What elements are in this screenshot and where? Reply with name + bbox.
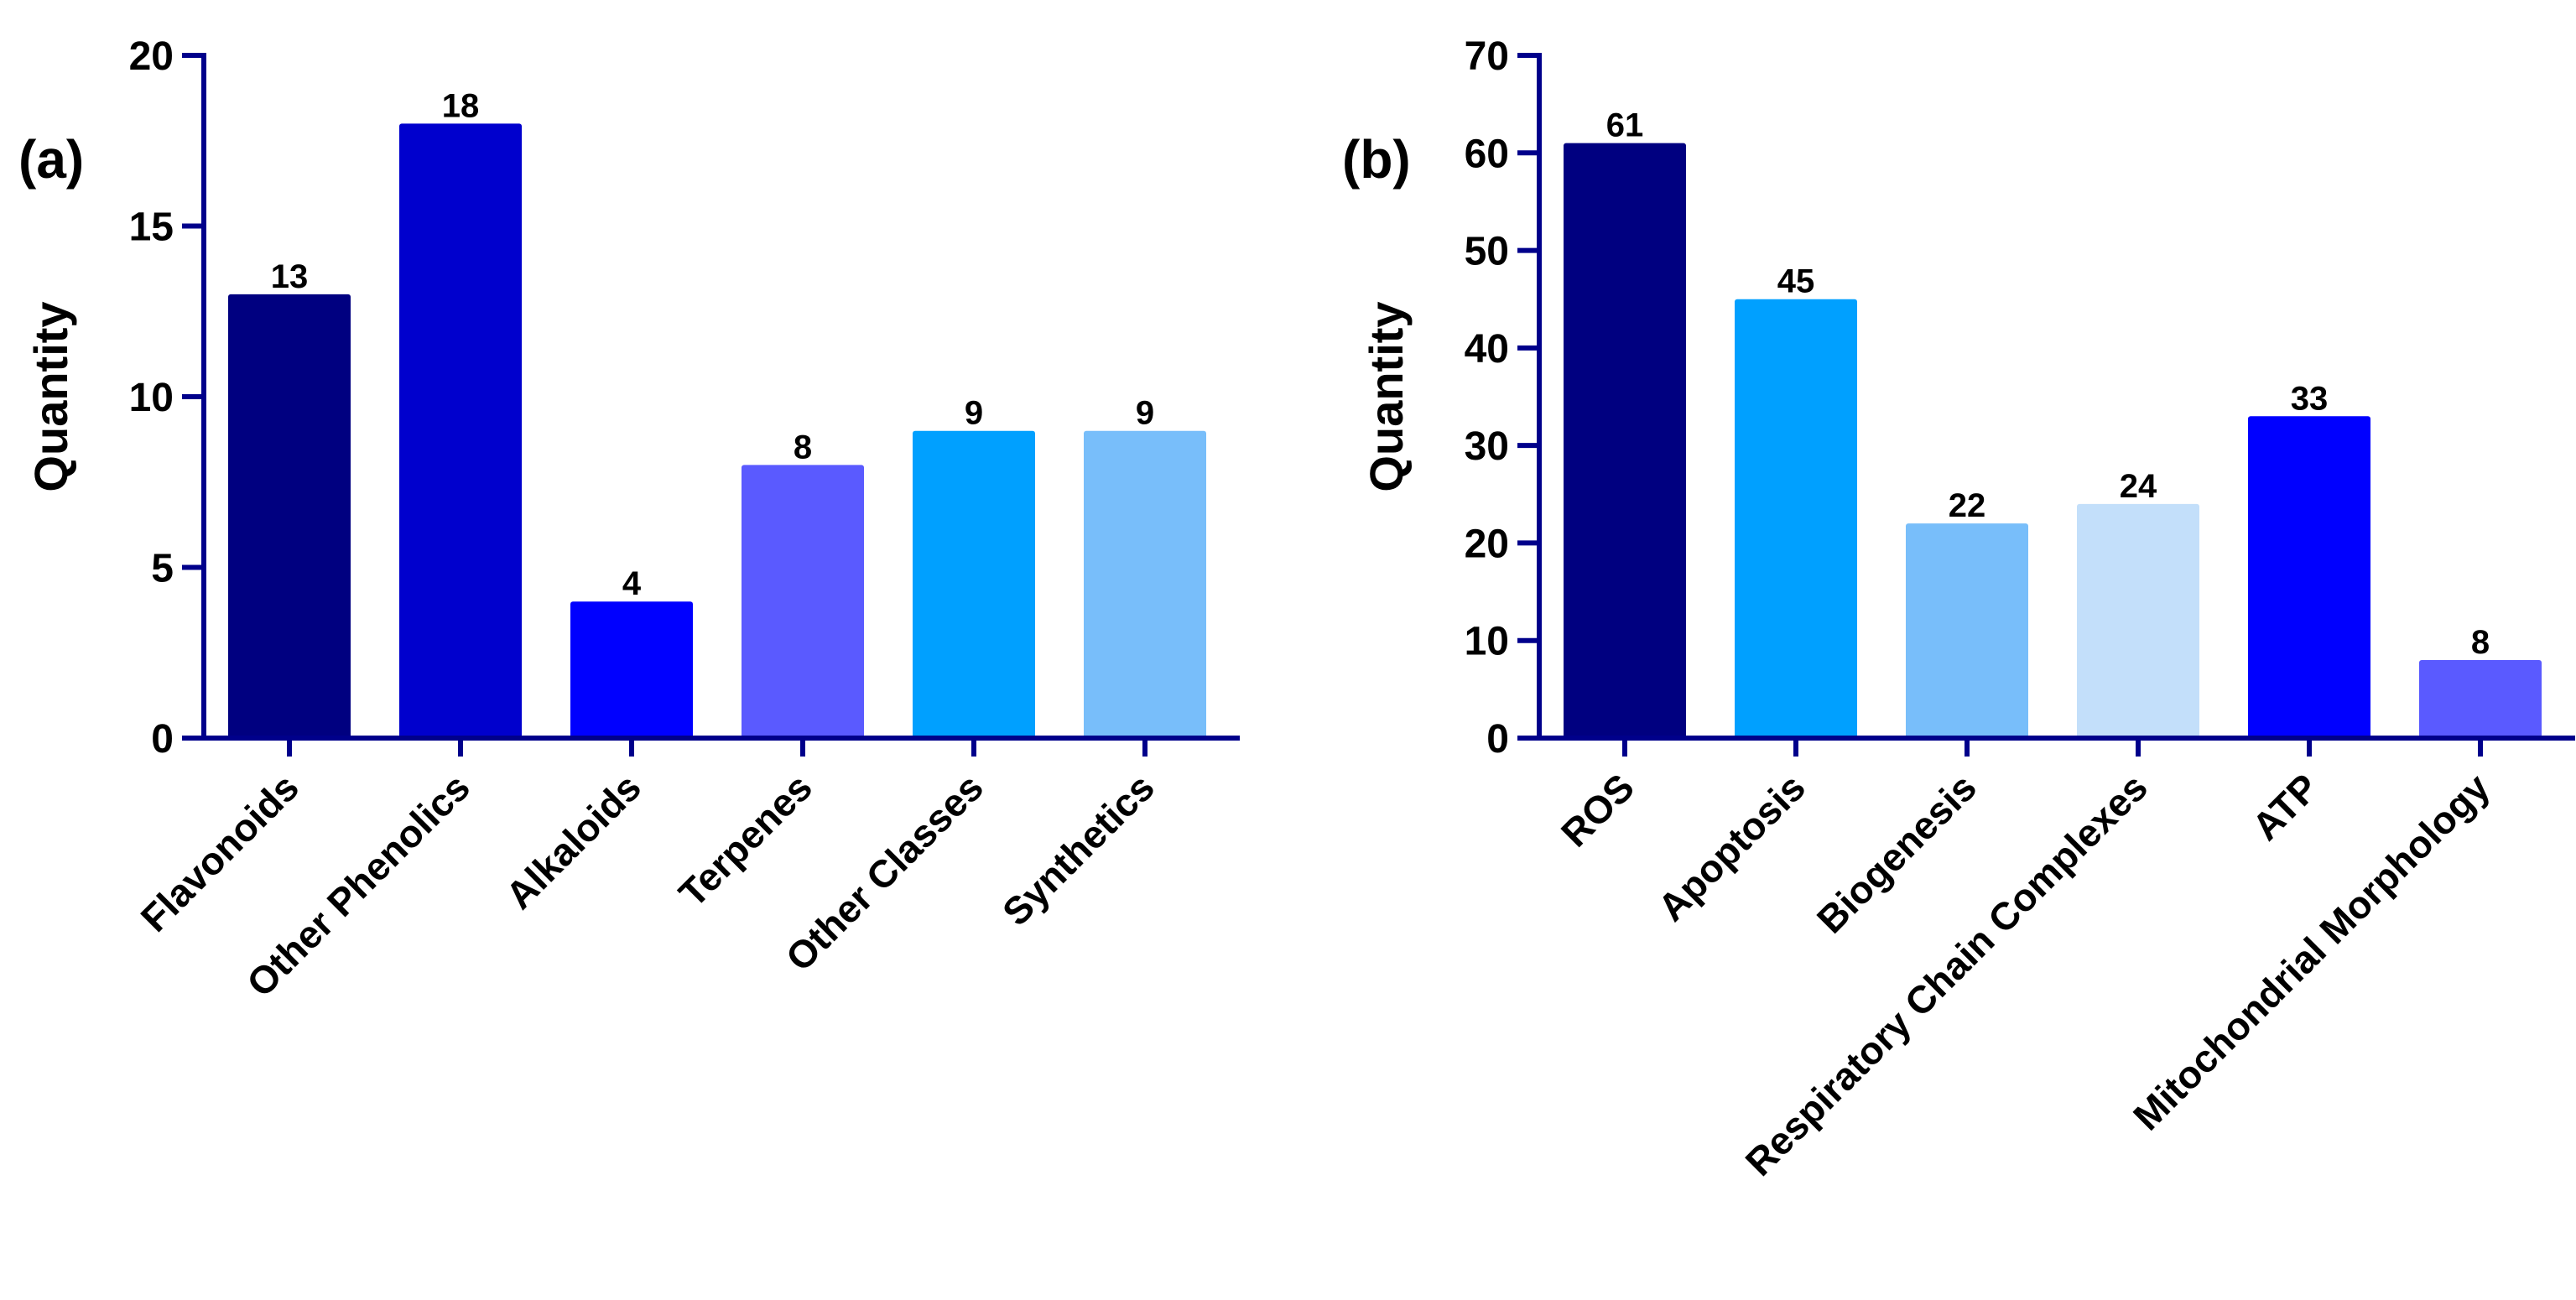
bar-biogenesis <box>1906 523 2028 738</box>
data-label: 45 <box>1777 263 1815 300</box>
x-tick-label: Terpenes <box>670 765 820 915</box>
y-tick-label: 20 <box>129 34 174 79</box>
x-tick-label: Synthetics <box>994 765 1163 933</box>
data-label: 8 <box>2471 624 2490 661</box>
x-tick-label: Alkaloids <box>497 765 649 917</box>
y-tick-label: 0 <box>1486 717 1509 762</box>
y-tick-label: 10 <box>129 376 174 420</box>
bar-mitochondrial-morphology <box>2419 659 2542 738</box>
data-label: 24 <box>2120 468 2157 505</box>
panel-label: (b) <box>1342 129 1411 190</box>
y-tick-label: 20 <box>1465 522 1509 566</box>
y-tick-label: 40 <box>1465 327 1509 372</box>
data-label: 9 <box>1136 395 1154 432</box>
x-tick-label: Mitochondrial Morphology <box>2125 765 2498 1138</box>
bar-atp <box>2248 416 2370 738</box>
bar-flavonoids <box>228 294 351 738</box>
x-tick-label: Apoptosis <box>1649 765 1814 929</box>
y-tick-label: 30 <box>1465 424 1509 469</box>
data-label: 33 <box>2291 380 2329 417</box>
bar-synthetics <box>1084 430 1206 738</box>
data-label: 61 <box>1606 107 1644 144</box>
panel-b-bar-chart: (b) Quantity 61 ROS 45 Apoptosis 22 Biogenesis 2… <box>1342 34 2575 1184</box>
data-label: 8 <box>794 429 812 465</box>
bar-other-classes <box>913 430 1035 738</box>
y-tick-label: 60 <box>1465 132 1509 176</box>
y-tick-label: 50 <box>1465 230 1509 274</box>
x-tick-label: Flavonoids <box>133 765 307 939</box>
y-tick-label: 70 <box>1465 34 1509 79</box>
data-label: 9 <box>965 395 983 432</box>
y-tick-label: 15 <box>129 205 174 250</box>
y-tick-label: 0 <box>151 717 174 762</box>
bar-apoptosis <box>1735 299 1857 738</box>
data-label: 13 <box>271 258 309 295</box>
data-label: 4 <box>622 565 642 602</box>
x-tick-label: ATP <box>2244 765 2327 848</box>
y-axis-label: Quantity <box>1360 301 1413 491</box>
bar-alkaloids <box>570 601 693 738</box>
bar-other-phenolics <box>399 123 522 738</box>
x-tick-label: Biogenesis <box>1808 765 1985 941</box>
data-label: 18 <box>442 87 480 124</box>
x-tick-label: ROS <box>1553 765 1642 855</box>
bar-respiratory-chain-complexes <box>2077 503 2199 738</box>
y-tick-label: 5 <box>151 547 174 591</box>
panel-label: (a) <box>18 129 84 190</box>
bar-terpenes <box>742 465 864 738</box>
y-axis-label: Quantity <box>24 301 77 491</box>
bar-ros <box>1564 143 1686 738</box>
y-tick-label: 10 <box>1465 620 1509 664</box>
data-label: 22 <box>1949 487 1986 524</box>
